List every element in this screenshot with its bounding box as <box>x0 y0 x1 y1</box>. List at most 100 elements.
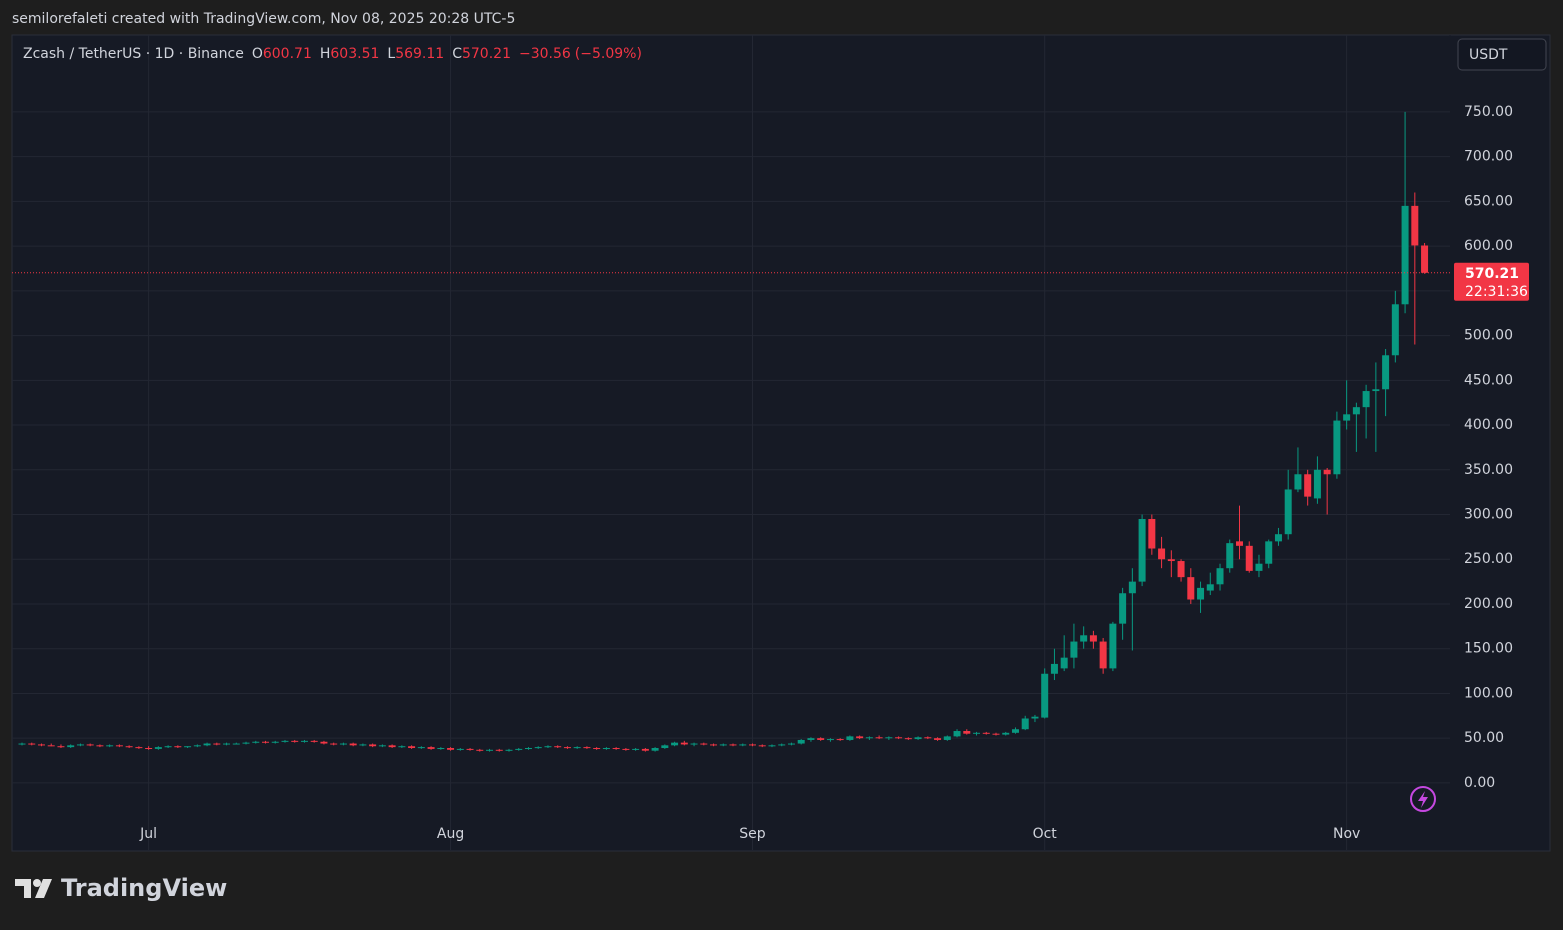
chart-panel <box>11 34 1551 852</box>
candle-body <box>671 742 679 746</box>
candle-body <box>1041 673 1049 718</box>
candle-body <box>398 746 406 748</box>
candle-body <box>1274 534 1282 542</box>
x-tick-label: Sep <box>739 826 766 842</box>
y-tick-label: 650.00 <box>1464 193 1513 209</box>
candle-body <box>515 748 523 750</box>
candle-body <box>1362 391 1370 408</box>
candle-body <box>447 748 455 750</box>
y-tick-label: 0.00 <box>1464 775 1495 791</box>
candle-body <box>710 744 718 746</box>
candle-body <box>1343 414 1351 421</box>
candle-body <box>349 743 357 746</box>
candle-body <box>1206 584 1214 591</box>
candle-body <box>437 748 445 750</box>
candle-body <box>1002 732 1010 735</box>
candle-body <box>787 743 795 745</box>
candle-body <box>758 745 766 747</box>
candle-body <box>242 742 250 744</box>
x-tick-label: Nov <box>1333 826 1360 842</box>
candle-body <box>1109 623 1117 669</box>
y-tick-label: 300.00 <box>1464 507 1513 523</box>
candle-body <box>1265 541 1273 564</box>
y-tick-label: 100.00 <box>1464 685 1513 701</box>
candle-body <box>739 744 747 746</box>
close-value: 570.21 <box>462 46 511 62</box>
candle-body <box>865 737 873 739</box>
candle-body <box>661 745 669 749</box>
candle-body <box>18 743 26 745</box>
candle-body <box>28 743 36 745</box>
y-tick-label: 750.00 <box>1464 104 1513 120</box>
candle-body <box>641 748 649 751</box>
x-tick-label: Jul <box>139 826 157 842</box>
logo: TradingView <box>15 874 227 902</box>
candle-body <box>1226 543 1234 569</box>
candle-body <box>554 746 562 748</box>
candle-body <box>1197 587 1205 600</box>
x-tick-label: Oct <box>1033 826 1058 842</box>
y-tick-label: 450.00 <box>1464 372 1513 388</box>
candle-body <box>1323 469 1331 475</box>
candle-body <box>992 733 1000 735</box>
x-tick-label: Aug <box>437 826 464 842</box>
candle-body <box>563 747 571 749</box>
candle-body <box>632 748 640 750</box>
candle-body <box>203 743 211 746</box>
candle-body <box>1333 420 1341 475</box>
candle-body <box>593 748 601 750</box>
candle-body <box>86 744 94 746</box>
candle-body <box>914 737 922 740</box>
candle-body <box>768 745 776 747</box>
y-tick-label: 200.00 <box>1464 596 1513 612</box>
candle-body <box>875 737 883 739</box>
symbol: Zcash / TetherUS · 1D · Binance <box>23 46 244 62</box>
change: −30.56 <box>519 46 571 62</box>
candle-body <box>291 740 299 742</box>
candle-body <box>534 747 542 749</box>
candle-body <box>602 748 610 750</box>
candle-body <box>369 744 377 747</box>
candle-body <box>47 745 55 747</box>
ohlc-label: O <box>252 46 263 62</box>
candle-body <box>573 747 581 749</box>
ohlc-label: H <box>320 46 331 62</box>
candle-body <box>651 748 659 751</box>
y-tick-label: 150.00 <box>1464 641 1513 657</box>
candle-body <box>1372 389 1380 392</box>
candle-body <box>486 749 494 751</box>
y-tick-label: 500.00 <box>1464 328 1513 344</box>
candle-body <box>427 747 435 749</box>
attribution: semilorefaleti created with TradingView.… <box>12 11 515 27</box>
candle-body <box>934 738 942 740</box>
countdown: 22:31:36 <box>1465 284 1528 300</box>
currency-button[interactable] <box>1457 38 1547 71</box>
currency[interactable]: USDT <box>1469 47 1508 63</box>
candle-body <box>846 736 854 740</box>
candle-body <box>1011 729 1019 733</box>
candle-body <box>339 743 347 745</box>
candle-body <box>797 739 805 744</box>
candle-body <box>184 746 192 748</box>
candle-body <box>1187 577 1195 600</box>
candle-body <box>895 737 903 739</box>
candle-body <box>807 738 815 740</box>
candle-body <box>729 744 737 746</box>
logo-mark <box>35 879 52 898</box>
candle-body <box>252 741 260 743</box>
price-label: 570.21 <box>1465 266 1519 282</box>
candle-body <box>953 731 961 737</box>
candle-body <box>57 746 65 748</box>
candle-body <box>223 743 231 745</box>
candle-body <box>904 738 912 740</box>
candle-body <box>271 741 279 743</box>
candle-body <box>1313 469 1321 499</box>
lightning-icon[interactable] <box>1410 786 1436 812</box>
candle-body <box>544 746 552 748</box>
candle-body <box>320 741 328 744</box>
ohlc-label: L <box>387 46 395 62</box>
candle-body <box>1294 474 1302 490</box>
high-value: 603.51 <box>330 46 379 62</box>
change-pct: (−5.09%) <box>575 46 642 62</box>
